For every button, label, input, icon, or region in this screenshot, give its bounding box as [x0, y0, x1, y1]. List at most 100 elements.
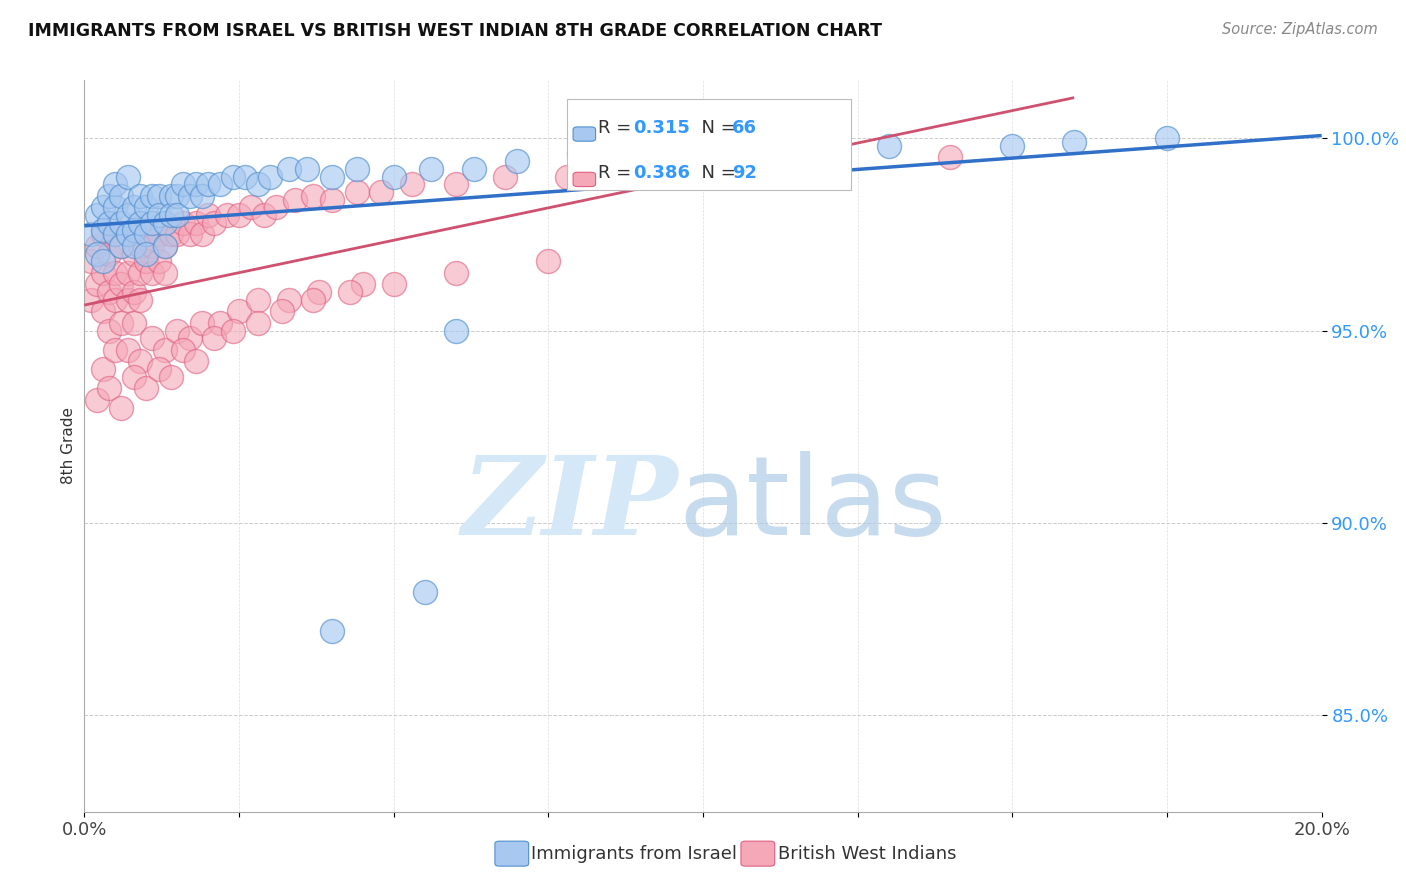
Point — [129, 293, 152, 307]
Point — [117, 208, 139, 222]
Text: N =: N = — [690, 164, 741, 182]
Point — [129, 216, 152, 230]
Text: Source: ZipAtlas.com: Source: ZipAtlas.com — [1222, 22, 1378, 37]
Point — [117, 343, 139, 357]
Point — [153, 266, 176, 280]
Point — [370, 185, 392, 199]
Point — [222, 169, 245, 184]
Point — [321, 624, 343, 638]
Point — [284, 193, 307, 207]
Point — [184, 216, 207, 230]
Point — [129, 266, 152, 280]
Point — [135, 254, 157, 268]
Text: British West Indians: British West Indians — [778, 845, 956, 863]
Point — [141, 216, 163, 230]
Point — [1063, 135, 1085, 149]
Point — [141, 266, 163, 280]
Text: atlas: atlas — [678, 451, 946, 558]
Point — [264, 200, 287, 214]
Point — [148, 362, 170, 376]
Point — [153, 343, 176, 357]
Point — [122, 285, 145, 299]
Point — [228, 304, 250, 318]
Point — [153, 239, 176, 253]
Point — [382, 169, 405, 184]
Point — [98, 246, 121, 260]
Point — [104, 200, 127, 214]
Point — [110, 239, 132, 253]
Point — [537, 254, 560, 268]
Point — [110, 277, 132, 292]
Point — [723, 143, 745, 157]
Point — [141, 239, 163, 253]
Point — [104, 227, 127, 242]
Point — [160, 188, 183, 202]
Point — [122, 223, 145, 237]
Point — [135, 200, 157, 214]
Point — [321, 169, 343, 184]
Point — [117, 293, 139, 307]
Point — [339, 285, 361, 299]
Point — [122, 200, 145, 214]
Point — [166, 227, 188, 242]
Point — [179, 227, 201, 242]
Point — [877, 138, 900, 153]
Point — [98, 216, 121, 230]
Point — [153, 239, 176, 253]
Point — [104, 227, 127, 242]
Point — [302, 293, 325, 307]
Point — [179, 188, 201, 202]
Point — [184, 354, 207, 368]
Point — [148, 208, 170, 222]
Point — [723, 161, 745, 176]
Text: R =: R = — [599, 119, 637, 136]
Point — [202, 216, 225, 230]
Point — [271, 304, 294, 318]
Point — [79, 227, 101, 242]
Point — [1001, 138, 1024, 153]
Point — [148, 254, 170, 268]
Point — [117, 266, 139, 280]
Point — [160, 369, 183, 384]
Point — [172, 343, 194, 357]
Point — [91, 223, 114, 237]
Text: ZIP: ZIP — [461, 450, 678, 558]
Point — [240, 200, 263, 214]
Point — [91, 254, 114, 268]
Point — [191, 188, 214, 202]
Point — [117, 227, 139, 242]
Point — [104, 343, 127, 357]
Y-axis label: 8th Grade: 8th Grade — [60, 408, 76, 484]
Point — [129, 239, 152, 253]
Point — [160, 227, 183, 242]
Point — [209, 178, 232, 192]
Point — [122, 316, 145, 330]
Point — [506, 154, 529, 169]
Point — [166, 208, 188, 222]
Point — [110, 239, 132, 253]
Point — [110, 316, 132, 330]
Point — [1156, 131, 1178, 145]
Point — [494, 169, 516, 184]
Point — [463, 161, 485, 176]
Point — [253, 208, 276, 222]
Point — [98, 285, 121, 299]
Point — [104, 266, 127, 280]
Point — [141, 188, 163, 202]
Point — [233, 169, 256, 184]
Point — [91, 304, 114, 318]
Point — [630, 166, 652, 180]
Point — [202, 331, 225, 345]
Point — [104, 293, 127, 307]
Point — [785, 143, 807, 157]
Point — [401, 178, 423, 192]
Point — [86, 392, 108, 407]
Point — [277, 293, 299, 307]
Point — [419, 161, 441, 176]
Point — [110, 401, 132, 415]
Point — [148, 188, 170, 202]
Point — [122, 239, 145, 253]
Point — [346, 185, 368, 199]
Point — [91, 227, 114, 242]
Text: 66: 66 — [733, 119, 756, 136]
